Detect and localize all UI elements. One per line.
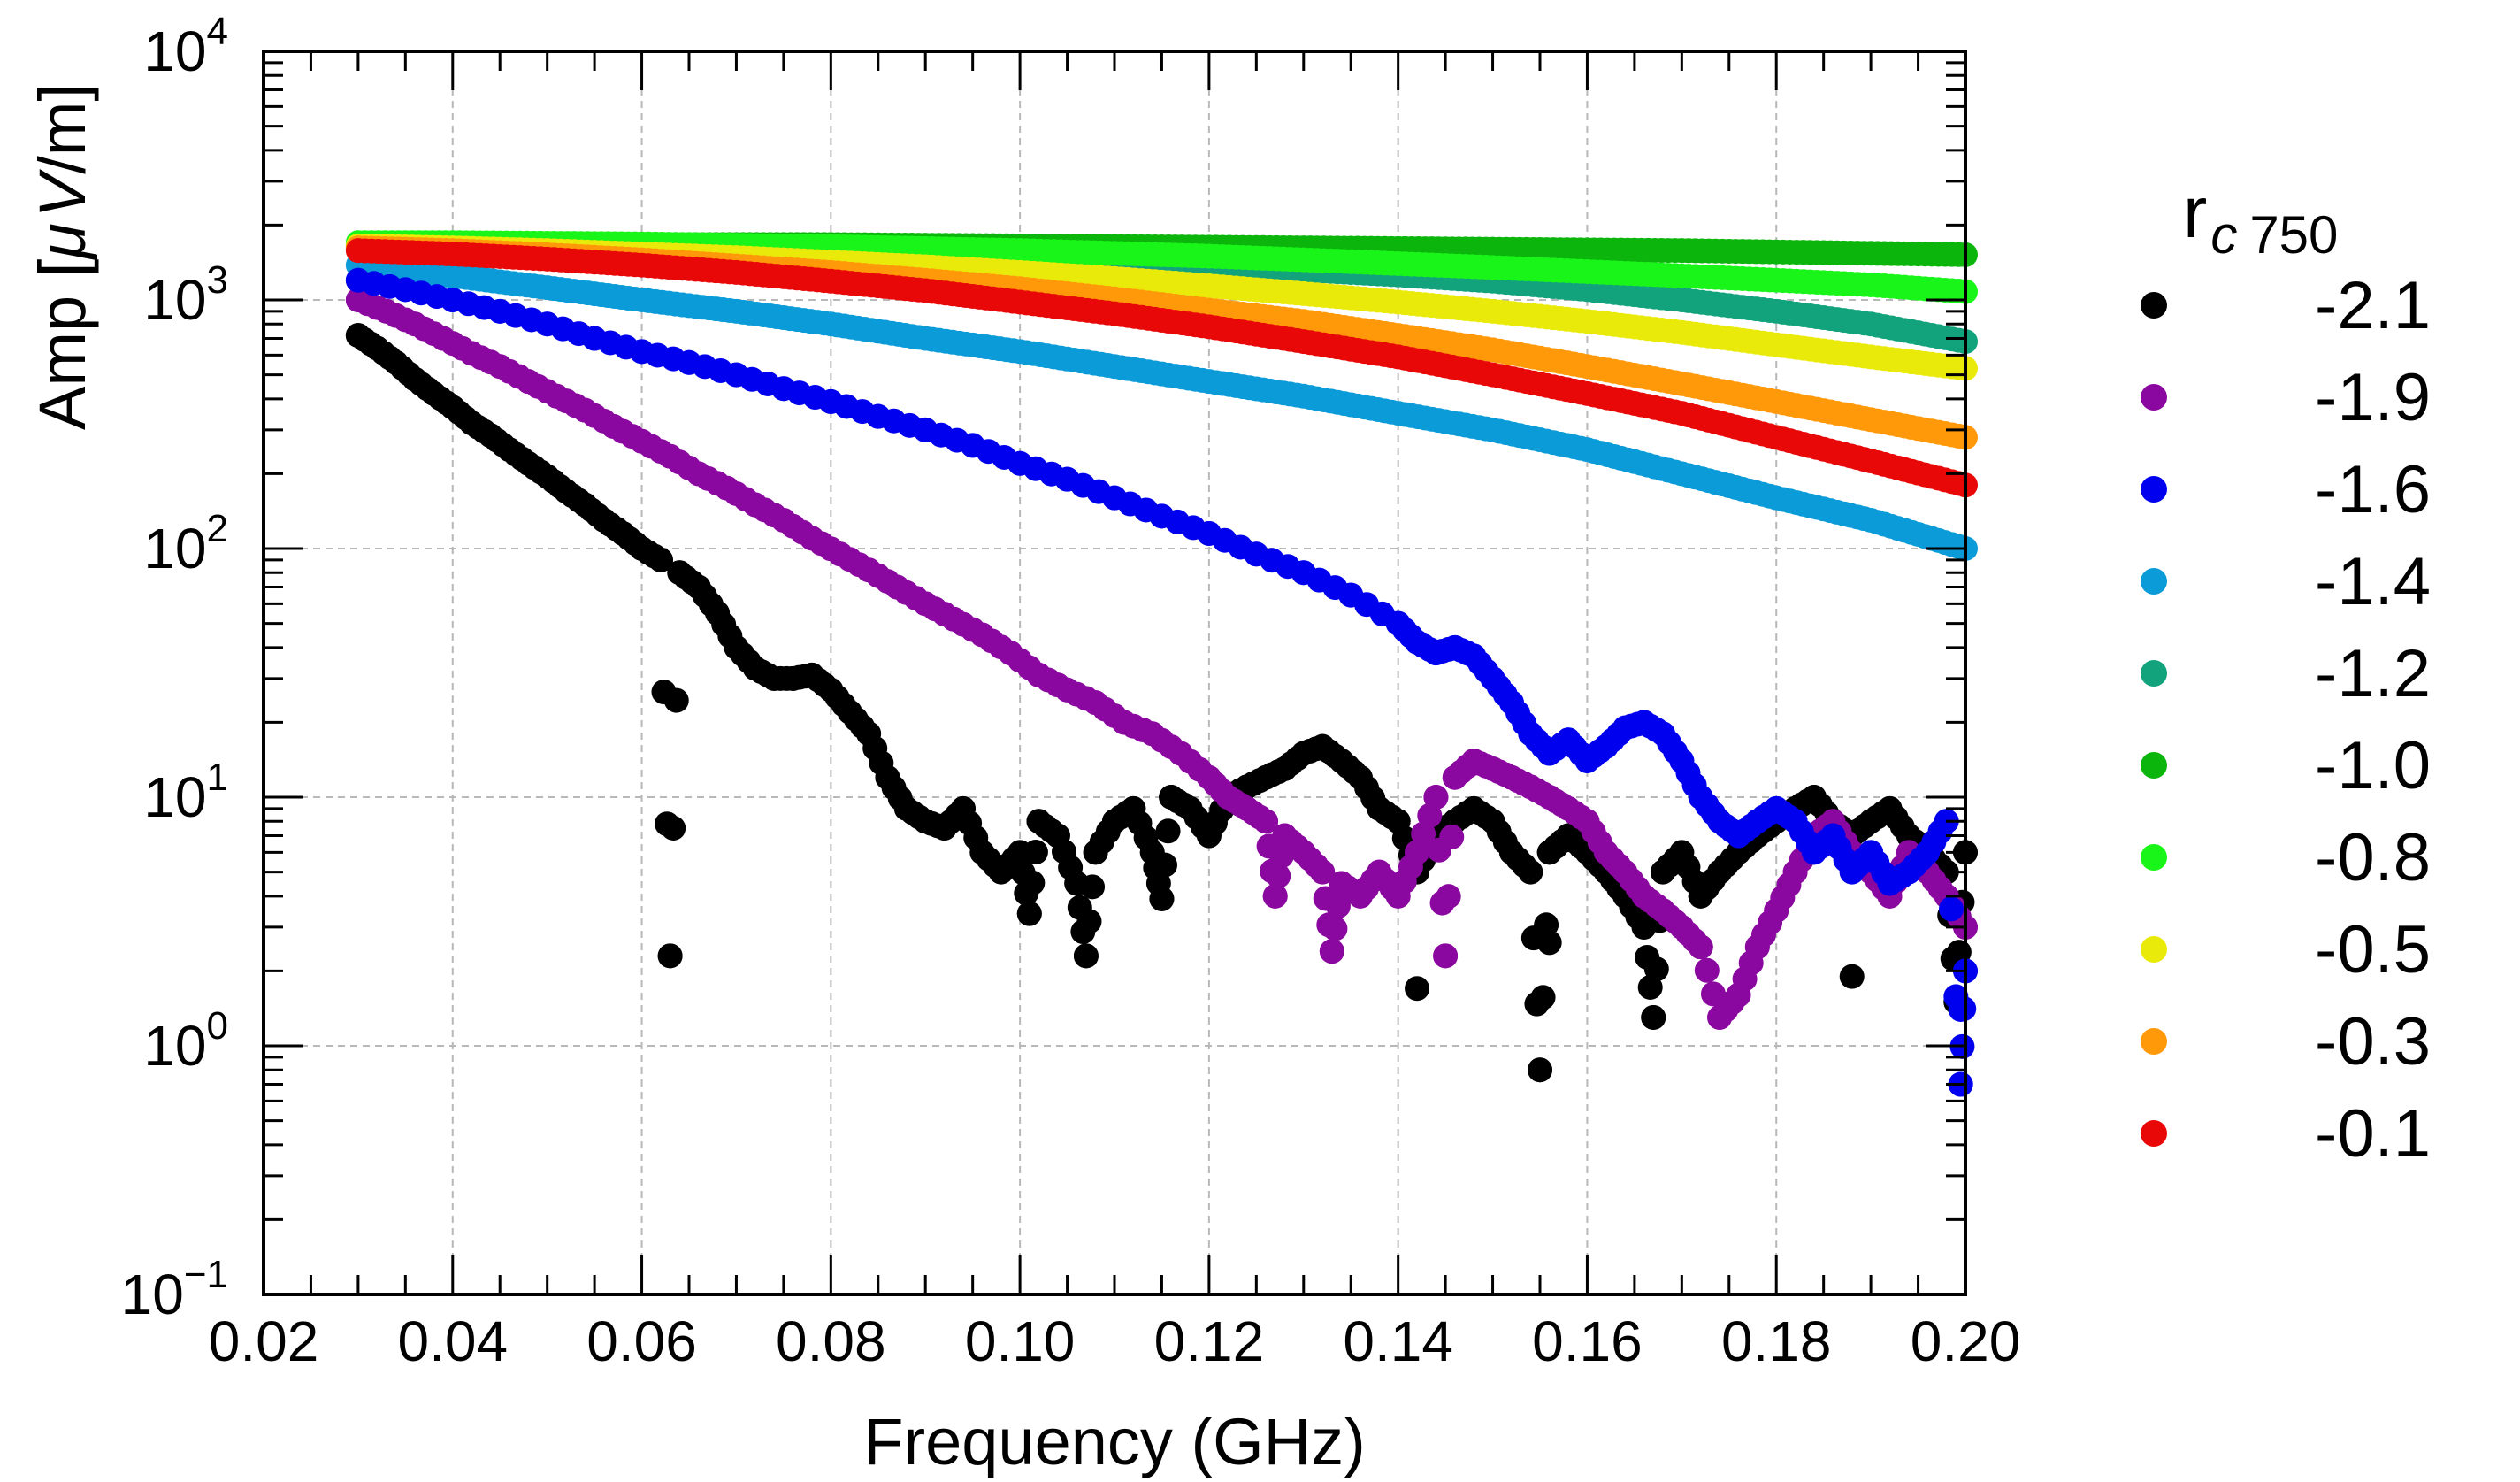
y-tick-label: 100 — [143, 1004, 228, 1078]
legend-entry: -1.2 — [2141, 636, 2431, 711]
x-tick-label: 0.10 — [965, 1309, 1076, 1373]
legend-marker — [2141, 1028, 2167, 1055]
x-tick-label: 0.04 — [397, 1309, 508, 1373]
data-point — [661, 815, 686, 841]
data-point — [1153, 852, 1178, 878]
data-point — [1149, 886, 1175, 911]
data-point — [1938, 896, 1964, 922]
data-point — [1262, 883, 1288, 909]
legend-label: -1.6 — [2315, 452, 2431, 527]
x-tick-label: 0.14 — [1343, 1309, 1453, 1373]
data-point — [1694, 957, 1720, 983]
series--1.6 — [345, 267, 1978, 1097]
y-tick-label: 10−1 — [121, 1253, 228, 1326]
data-point — [1016, 901, 1042, 926]
x-tick-label: 0.06 — [586, 1309, 697, 1373]
y-tick-labels: 104 103 102 101 100 10−1 — [121, 10, 228, 1326]
data-point — [1530, 985, 1556, 1010]
series--0.1 — [345, 238, 1978, 498]
legend-entry: -0.5 — [2141, 912, 2431, 987]
y-tick-label: 101 — [143, 756, 228, 829]
legend-label: -0.8 — [2315, 820, 2431, 895]
data-point — [1641, 1004, 1666, 1030]
legend-marker — [2141, 384, 2167, 411]
legend-marker — [2141, 844, 2167, 871]
legend-entry: -0.3 — [2141, 1004, 2431, 1079]
series--2.1 — [345, 323, 1978, 1083]
data-point — [1325, 894, 1351, 919]
data-point — [1023, 840, 1048, 865]
x-tick-label: 0.18 — [1721, 1309, 1832, 1373]
legend-label: -0.3 — [2315, 1004, 2431, 1079]
data-point — [1253, 809, 1279, 834]
data-point — [1310, 859, 1336, 885]
legend-label: -1.9 — [2315, 360, 2431, 435]
data-point — [1643, 956, 1669, 982]
y-tick-label: 102 — [143, 507, 228, 580]
x-tick-label: 0.02 — [209, 1309, 319, 1373]
legend-label: -1.4 — [2315, 544, 2431, 619]
legend-entry: -1.4 — [2141, 544, 2431, 619]
legend-entry: -0.8 — [2141, 820, 2431, 895]
data-point — [1076, 909, 1102, 934]
data-point — [1319, 939, 1344, 964]
tick-marks — [262, 50, 1967, 1296]
data-point — [657, 943, 683, 969]
data-point — [1073, 943, 1099, 969]
legend-marker — [2141, 568, 2167, 595]
data-point — [1439, 824, 1465, 849]
x-tick-label: 0.16 — [1532, 1309, 1643, 1373]
legend: rc 750 -2.1 -1.9 -1.6 -1.4 -1.2 -1.0 -0.8 -0.5 -0… — [2141, 173, 2431, 1171]
data-point — [1423, 785, 1449, 810]
series--1.4 — [345, 252, 1978, 561]
data-point — [1080, 874, 1106, 900]
data-point — [1688, 934, 1713, 960]
x-tick-label: 0.12 — [1154, 1309, 1265, 1373]
data-point — [1436, 884, 1461, 910]
legend-marker — [2141, 660, 2167, 687]
data-point — [663, 687, 689, 713]
y-tick-label: 104 — [143, 10, 228, 83]
x-tick-label: 0.20 — [1911, 1309, 2021, 1373]
legend-marker — [2141, 292, 2167, 319]
series-layer — [345, 230, 1978, 1097]
legend-entry: -1.6 — [2141, 452, 2431, 527]
legend-marker — [2141, 1120, 2167, 1147]
data-point — [1433, 943, 1459, 969]
legend-label: -0.1 — [2315, 1096, 2431, 1171]
legend-label: -2.1 — [2315, 268, 2431, 343]
x-axis-label: Frequency (GHz) — [863, 1405, 1365, 1478]
legend-label: -1.2 — [2315, 636, 2431, 711]
data-point — [647, 547, 673, 572]
data-point — [1518, 859, 1543, 885]
x-tick-labels: 0.02 0.04 0.06 0.08 0.10 0.12 0.14 0.16 0.18 0.20 — [209, 1309, 2021, 1373]
legend-entry: -0.1 — [2141, 1096, 2431, 1171]
legend-entry: -1.9 — [2141, 360, 2431, 435]
legend-label: -0.5 — [2315, 912, 2431, 987]
data-point — [1528, 1057, 1552, 1083]
legend-marker — [2141, 936, 2167, 963]
data-point — [1839, 964, 1865, 989]
legend-label: -1.0 — [2315, 728, 2431, 803]
y-axis-label: Amp [μV/m] — [26, 83, 99, 430]
data-point — [1405, 976, 1430, 1002]
legend-marker — [2141, 752, 2167, 779]
legend-marker — [2141, 476, 2167, 503]
y-tick-label: 103 — [143, 258, 228, 332]
data-point — [1266, 864, 1291, 889]
legend-entry: -1.0 — [2141, 728, 2431, 803]
legend-entry: -2.1 — [2141, 268, 2431, 343]
data-point — [1534, 912, 1559, 938]
data-point — [1020, 870, 1046, 895]
data-point — [1155, 818, 1181, 844]
data-point — [1322, 916, 1348, 941]
x-tick-label: 0.08 — [776, 1309, 886, 1373]
legend-title: rc 750 — [2183, 173, 2338, 265]
